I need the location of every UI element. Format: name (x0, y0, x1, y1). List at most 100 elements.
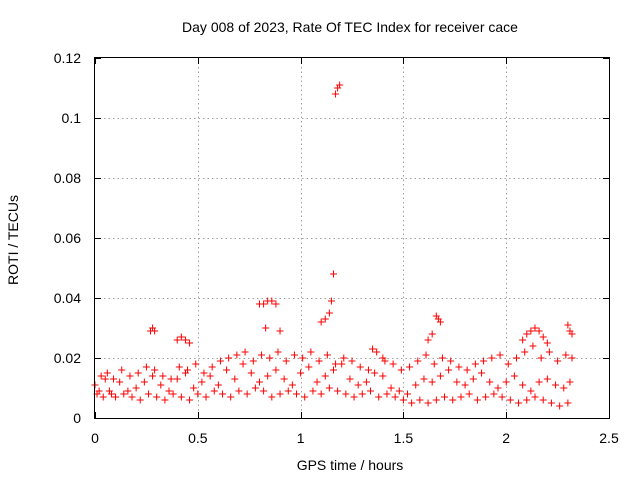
data-point (297, 369, 305, 377)
data-point (317, 390, 325, 398)
data-point (422, 351, 430, 359)
data-point (482, 393, 490, 401)
data-point (424, 336, 432, 344)
data-point (260, 387, 268, 395)
data-point (527, 327, 535, 335)
data-point (332, 90, 340, 98)
data-point (153, 393, 161, 401)
data-point (397, 366, 405, 374)
data-point (512, 354, 520, 362)
data-point (264, 372, 272, 380)
data-point (216, 357, 224, 365)
data-point (406, 363, 414, 371)
data-point (214, 381, 222, 389)
data-point (173, 375, 181, 383)
data-point (531, 324, 539, 332)
y-tick-labels: 0 0.02 0.04 0.06 0.08 0.1 0.12 (54, 50, 81, 426)
data-point (562, 351, 570, 359)
data-point (334, 387, 342, 395)
data-point (206, 372, 214, 380)
data-point (112, 393, 120, 401)
data-point (315, 357, 323, 365)
y-axis-label: ROTI / TECUs (5, 195, 21, 285)
data-point (301, 393, 309, 401)
data-point (144, 390, 152, 398)
data-point (387, 384, 395, 392)
data-point (210, 387, 218, 395)
data-point (564, 321, 572, 329)
data-point (239, 360, 247, 368)
data-point (539, 396, 547, 404)
data-point (227, 393, 235, 401)
x-tick-label: 2 (502, 430, 510, 446)
chart-title: Day 008 of 2023, Rate Of TEC Index for r… (182, 19, 518, 35)
data-point (416, 396, 424, 404)
x-tick-label: 0 (91, 430, 99, 446)
y-tick-label: 0.12 (54, 50, 81, 66)
data-point (231, 375, 239, 383)
y-tick-label: 0.08 (54, 170, 81, 186)
data-point (116, 378, 124, 386)
data-point (436, 318, 444, 326)
y-tick-label: 0.1 (62, 110, 82, 126)
data-point (167, 375, 175, 383)
data-point (309, 387, 317, 395)
data-point (110, 375, 118, 383)
data-point (356, 363, 364, 371)
data-point (262, 324, 270, 332)
data-point (284, 387, 292, 395)
data-point (268, 393, 276, 401)
data-point (190, 384, 198, 392)
data-point (340, 354, 348, 362)
data-point (471, 360, 479, 368)
data-point (313, 378, 321, 386)
data-point (498, 393, 506, 401)
data-point (556, 402, 564, 410)
data-point (490, 390, 498, 398)
data-point (280, 375, 288, 383)
data-point (225, 354, 233, 362)
data-point (134, 369, 142, 377)
data-point (325, 384, 333, 392)
data-point (408, 399, 416, 407)
data-points (91, 81, 576, 410)
x-tick-label: 1 (297, 430, 305, 446)
data-point (478, 369, 486, 377)
data-point (186, 396, 194, 404)
data-point (329, 270, 337, 278)
data-point (502, 378, 510, 386)
data-point (519, 336, 527, 344)
data-point (535, 378, 543, 386)
data-point (453, 378, 461, 386)
data-point (272, 366, 280, 374)
data-point (436, 372, 444, 380)
data-point (371, 369, 379, 377)
data-point (447, 357, 455, 365)
y-tick-label: 0.02 (54, 350, 81, 366)
data-point (142, 363, 150, 371)
data-point (445, 366, 453, 374)
data-point (184, 366, 192, 374)
data-point (424, 399, 432, 407)
data-point (346, 375, 354, 383)
data-point (486, 378, 494, 386)
data-point (420, 375, 428, 383)
data-point (504, 360, 512, 368)
data-point (307, 348, 315, 356)
data-point (373, 348, 381, 356)
data-point (260, 300, 268, 308)
data-point (321, 315, 329, 323)
data-point (126, 372, 134, 380)
data-point (527, 387, 535, 395)
x-tick-label: 0.5 (188, 430, 208, 446)
data-point (523, 330, 531, 338)
data-point (342, 390, 350, 398)
data-point (208, 363, 216, 371)
data-point (531, 393, 539, 401)
data-point (124, 387, 132, 395)
data-point (428, 330, 436, 338)
data-point (521, 348, 529, 356)
plot-frame (94, 57, 610, 419)
data-point (480, 357, 488, 365)
